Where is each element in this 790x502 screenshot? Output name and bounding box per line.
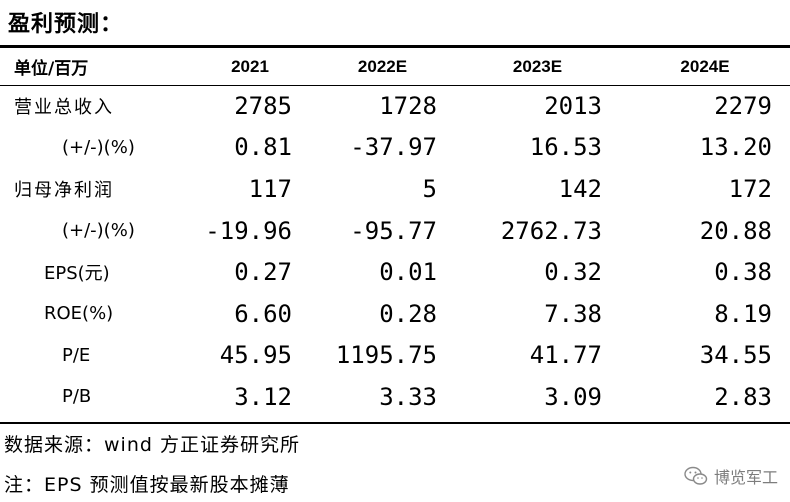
table-cell: -19.96 — [205, 216, 292, 245]
footnote: 注：EPS 预测值按最新股本摊薄 — [4, 474, 290, 496]
header-year: 2023E — [512, 56, 563, 76]
table-cell: 13.20 — [699, 133, 772, 162]
watermark-text: 博览军工 — [713, 468, 778, 487]
source-note: 数据来源：wind 方正证券研究所 — [4, 434, 300, 456]
table-cell: 0.81 — [234, 133, 292, 162]
table-cell: 3.09 — [544, 382, 602, 411]
table-cell: 0.32 — [544, 258, 602, 287]
header-unit: 单位/百万 — [14, 59, 89, 79]
table-cell: 0.27 — [234, 258, 292, 287]
table-cell: 2762.73 — [500, 216, 602, 245]
table-cell: 1195.75 — [335, 341, 437, 370]
table-cell: 3.33 — [379, 382, 437, 411]
table-row: EPS(元) 0.27 0.01 0.32 0.38 — [0, 251, 790, 293]
page-title: 盈利预测： — [8, 11, 124, 37]
table-cell: 20.88 — [699, 216, 772, 245]
row-label: 营业总收入 — [14, 96, 114, 118]
forecast-table: 单位/百万 2021 2022E 2023E 2024E 营业总收入 2785 … — [0, 48, 790, 418]
table-cell: 142 — [558, 174, 602, 203]
row-label: (+/-)(%) — [62, 220, 135, 242]
table-cell: 2013 — [544, 91, 602, 120]
table-row: P/E 45.95 1195.75 41.77 34.55 — [0, 335, 790, 377]
table-cell: 117 — [248, 174, 292, 203]
row-label: ROE(%) — [44, 303, 114, 325]
table-row: P/B 3.12 3.33 3.09 2.83 — [0, 376, 790, 418]
table-cell: 3.12 — [234, 382, 292, 411]
table-bottom-rule — [0, 422, 790, 424]
table-cell: 41.77 — [529, 341, 602, 370]
table-cell: 34.55 — [699, 341, 772, 370]
table-top-rule — [0, 45, 790, 48]
table-cell: 45.95 — [219, 341, 292, 370]
header-year: 2022E — [357, 56, 408, 76]
row-label: EPS(元) — [44, 263, 110, 285]
table-row: 归母净利润 117 5 142 172 — [0, 168, 790, 210]
table-cell: 2279 — [714, 91, 772, 120]
table-row: (+/-)(%) 0.81 -37.97 16.53 13.20 — [0, 127, 790, 169]
wechat-icon — [684, 466, 708, 485]
row-label: 归母净利润 — [14, 179, 114, 201]
table-header-row: 单位/百万 2021 2022E 2023E 2024E — [0, 48, 790, 85]
table-cell: -95.77 — [350, 216, 437, 245]
table-row: ROE(%) 6.60 0.28 7.38 8.19 — [0, 293, 790, 335]
table-cell: -37.97 — [350, 133, 437, 162]
row-label: P/B — [62, 386, 92, 408]
table-header-rule — [0, 85, 790, 86]
watermark: 博览军工 — [684, 464, 778, 488]
row-label: (+/-)(%) — [62, 136, 135, 158]
table-row: 营业总收入 2785 1728 2013 2279 — [0, 85, 790, 127]
table-cell: 6.60 — [234, 299, 292, 328]
table-cell: 172 — [728, 174, 772, 203]
table-cell: 2.83 — [714, 382, 772, 411]
table-cell: 5 — [422, 174, 437, 203]
table-cell: 16.53 — [529, 133, 602, 162]
table-cell: 1728 — [379, 91, 437, 120]
table-cell: 2785 — [234, 91, 292, 120]
table-cell: 0.28 — [379, 299, 437, 328]
table-row: (+/-)(%) -19.96 -95.77 2762.73 20.88 — [0, 210, 790, 252]
table-cell: 0.38 — [714, 258, 772, 287]
header-year: 2024E — [680, 56, 730, 76]
header-year: 2021 — [231, 56, 269, 76]
table-cell: 0.01 — [379, 258, 437, 287]
row-label: P/E — [62, 344, 91, 366]
table-cell: 8.19 — [714, 299, 772, 328]
table-cell: 7.38 — [544, 299, 602, 328]
